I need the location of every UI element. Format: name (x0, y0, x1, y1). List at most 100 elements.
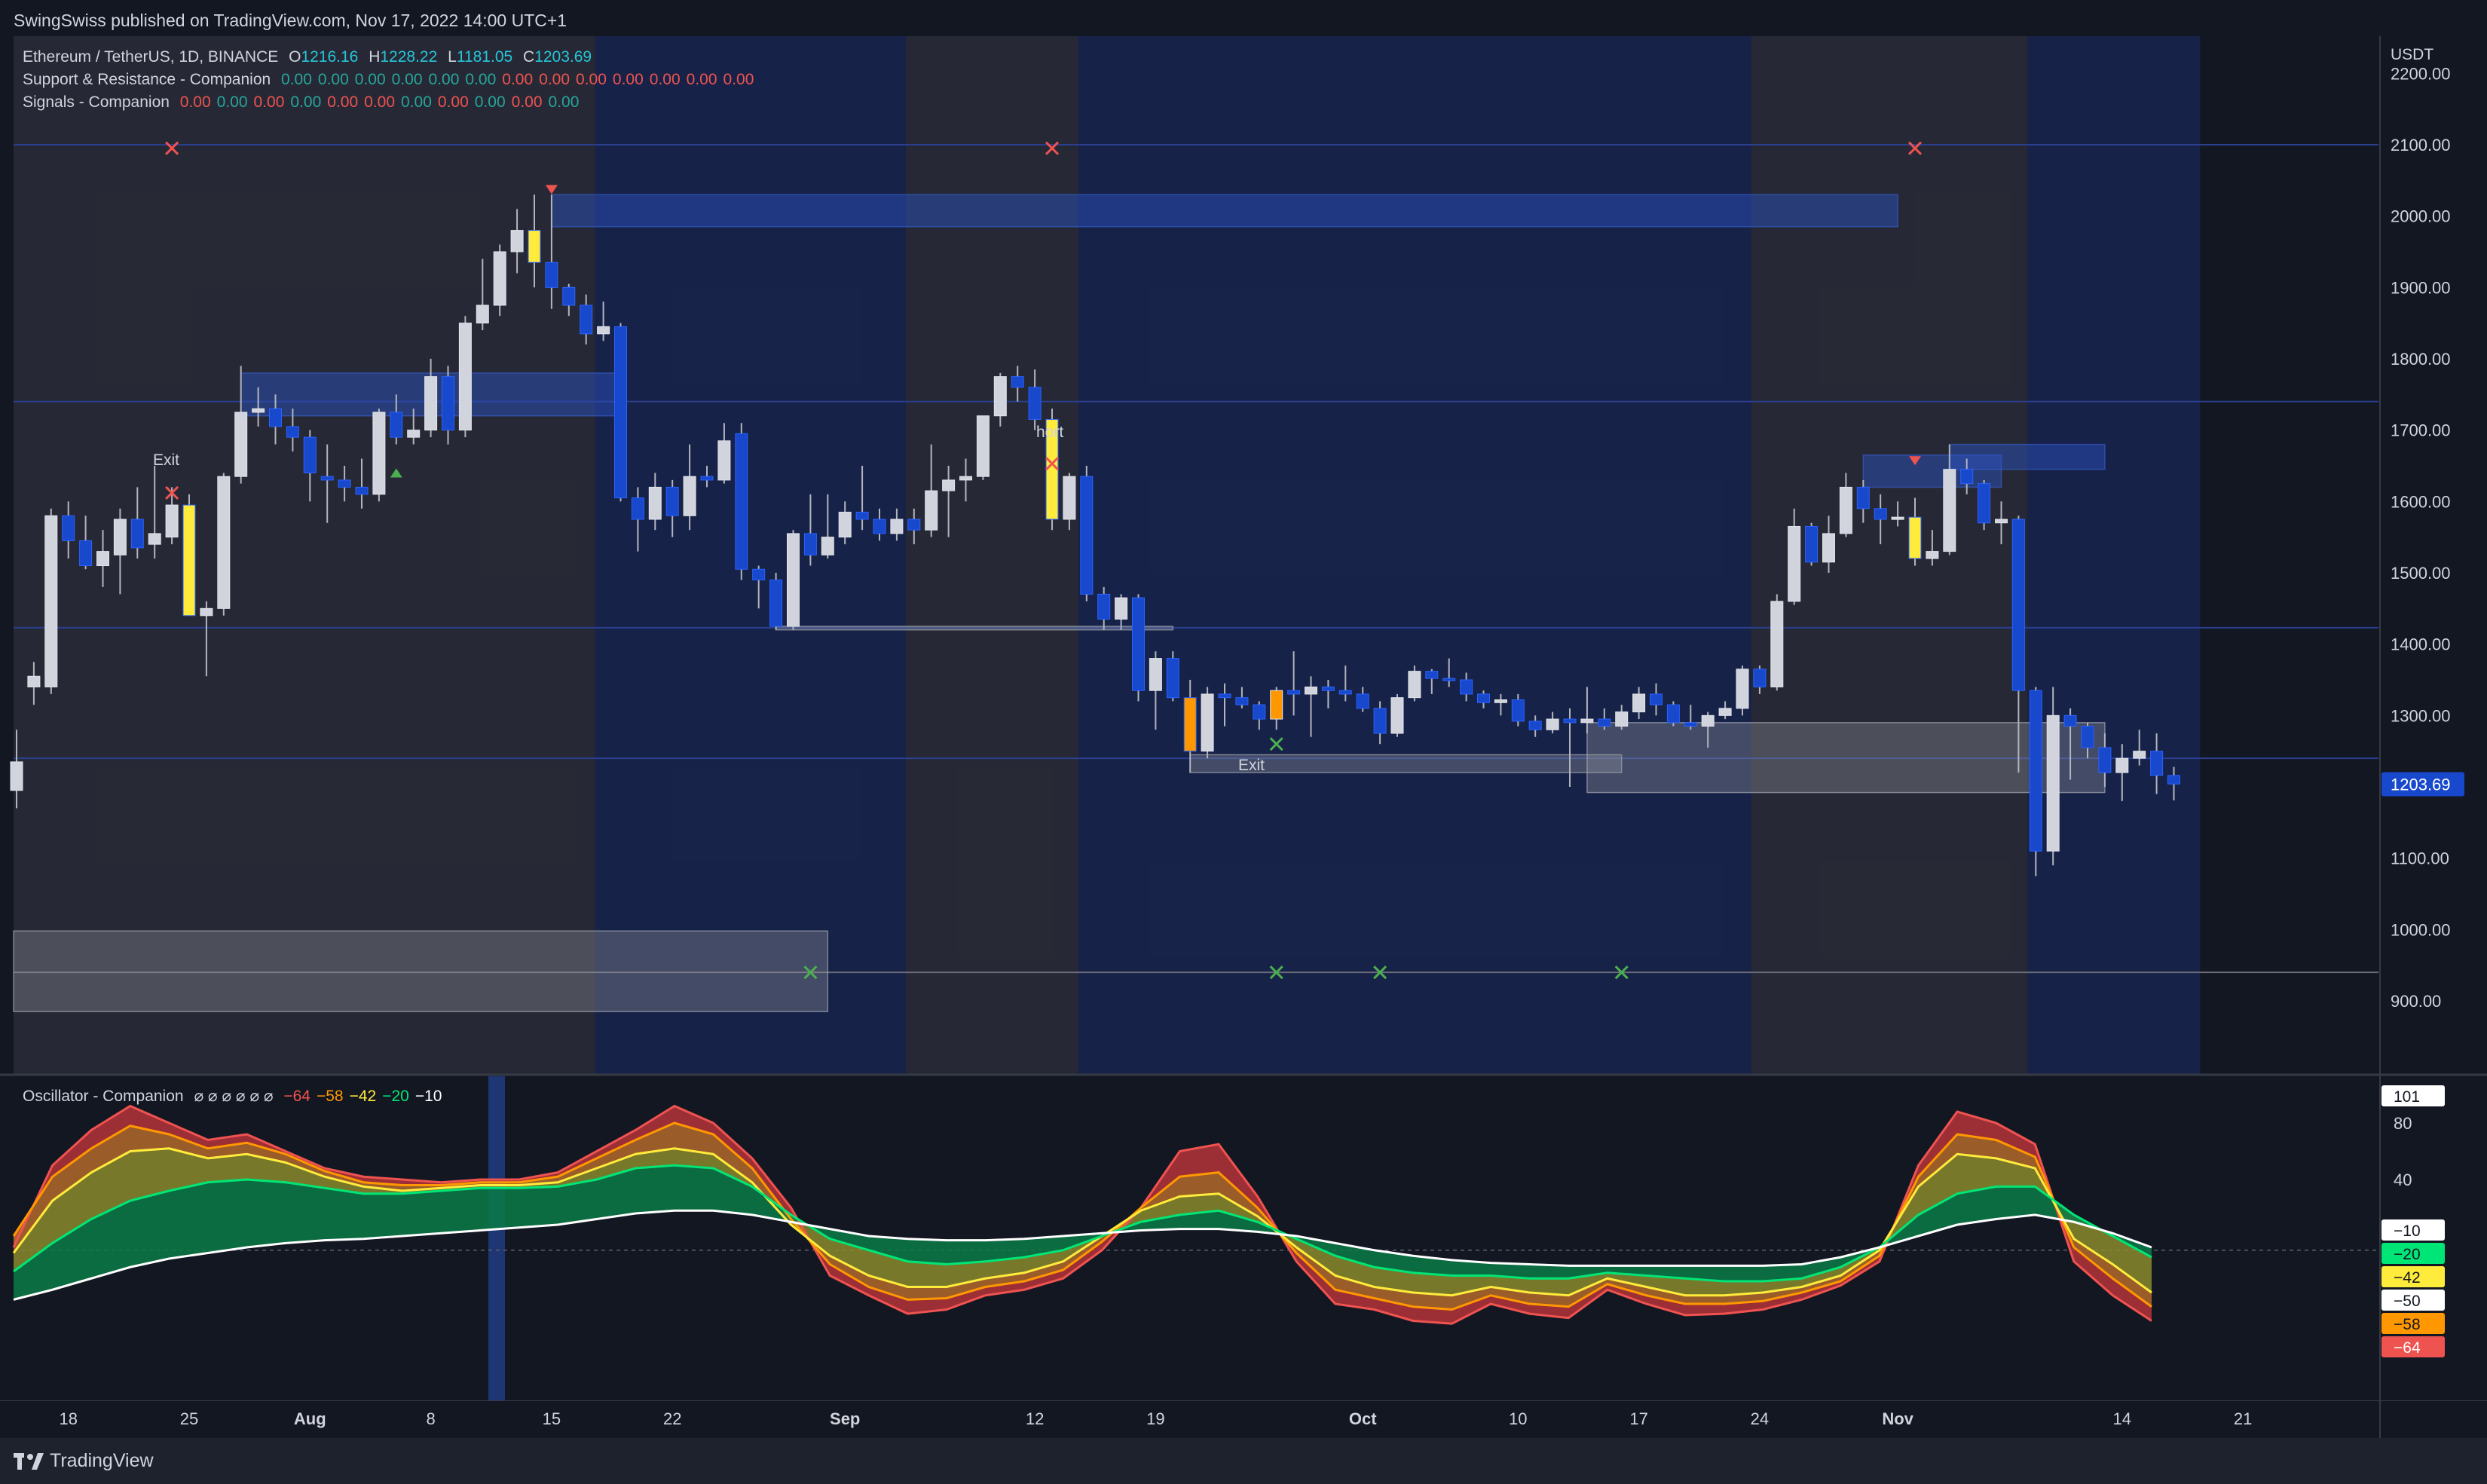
buy-triangle (390, 468, 402, 478)
candle-body (1494, 699, 1507, 703)
candle-body (1822, 533, 1835, 563)
candle-body (1149, 658, 1162, 691)
sell-signal-x (165, 141, 179, 155)
time-tick-label: 25 (180, 1409, 198, 1428)
candle-body (1270, 690, 1283, 720)
candle-body (1856, 486, 1870, 509)
legend-value: 0.00 (502, 71, 534, 88)
candle-body (1460, 679, 1473, 695)
candle (873, 508, 886, 541)
candle (79, 516, 93, 570)
price-axis-currency: USDT (2391, 46, 2433, 63)
candle (286, 408, 299, 452)
candle-body (320, 476, 334, 481)
candle-body (1943, 469, 1956, 552)
oscillator-placeholders: ⌀ ⌀ ⌀ ⌀ ⌀ ⌀ (194, 1088, 274, 1105)
candle (1770, 594, 1784, 691)
time-tick-label: 14 (2113, 1409, 2131, 1428)
candle-body (1338, 690, 1352, 695)
candle (787, 530, 800, 630)
candle-body (1978, 483, 1991, 524)
signals-indicator-title[interactable]: Signals - Companion (23, 93, 170, 111)
oscillator-value-badge-label: −58 (2394, 1316, 2421, 1333)
candle-body (855, 512, 869, 520)
candle (1460, 672, 1473, 702)
candle-body (372, 412, 386, 495)
candle-body (2133, 751, 2146, 759)
candle (2133, 730, 2146, 766)
candle-body (942, 479, 956, 491)
signal-stroke (803, 965, 818, 980)
legend-value: −10 (414, 1088, 442, 1105)
ohlc-low: L1181.05 (448, 48, 513, 66)
time-tick-label: 8 (426, 1409, 435, 1428)
candle-body (407, 430, 421, 438)
tradingview-logo[interactable]: TradingView (14, 1450, 154, 1472)
candle-body (665, 486, 679, 516)
legend-value: 0.00 (290, 93, 322, 111)
signal-stroke (1045, 141, 1060, 155)
candle-body (458, 323, 472, 431)
candle-body (10, 761, 23, 791)
candle (925, 444, 938, 537)
candle (1390, 693, 1404, 737)
legend-value: 0.00 (364, 93, 396, 111)
candle (528, 194, 541, 288)
price-tick-label: 2000.00 (2391, 207, 2451, 226)
symbol-legend[interactable]: Ethereum / TetherUS, 1D, BINANCE O1216.1… (23, 48, 598, 66)
signal-stroke (1614, 965, 1629, 980)
candle (1408, 666, 1421, 702)
candle (1080, 466, 1094, 601)
candle-body (1442, 678, 1456, 681)
candle (597, 301, 610, 341)
candle (2098, 733, 2112, 787)
oscillator-series-line (13, 1164, 2152, 1283)
candle (1943, 444, 1956, 555)
candle-body (1028, 387, 1042, 420)
candle-body (1615, 711, 1629, 727)
oscillator-legend[interactable]: Oscillator - Companion ⌀ ⌀ ⌀ ⌀ ⌀ ⌀ −64 −5… (23, 1087, 454, 1106)
time-tick-label: 12 (1026, 1409, 1044, 1428)
candle-body (1201, 693, 1214, 752)
candle (1666, 701, 1680, 727)
oscillator-pane[interactable]: 101 80 40 −10 −20 −42 −50 −58 −64 (0, 1076, 2487, 1400)
candle-body (1891, 516, 1904, 520)
candle (2046, 687, 2060, 866)
candle-body (44, 515, 58, 687)
candle-body (96, 551, 109, 567)
candle (1528, 715, 1542, 737)
sr-indicator-title[interactable]: Support & Resistance - Companion (23, 71, 271, 88)
signal-stroke (165, 485, 179, 500)
time-axis[interactable]: 18 25 Aug 8 15 22 Sep 12 19 Oct 10 17 24 Nov 14 21 (0, 1400, 2487, 1438)
sell-signal-x (165, 485, 179, 500)
sr-indicator-legend[interactable]: Support & Resistance - Companion 0.00 0.0… (23, 71, 766, 89)
legend-value: 0.00 (216, 93, 248, 111)
candle-body (2063, 714, 2077, 727)
signal-stroke (1269, 737, 1283, 751)
price-tick-label: 1600.00 (2391, 492, 2451, 511)
candle (1926, 530, 1939, 566)
candle-body (1736, 669, 1749, 709)
zone-box (551, 194, 1898, 228)
legend-value: 0.00 (437, 93, 469, 111)
oscillator-series-line (12, 1104, 2152, 1325)
publish-header (0, 0, 2487, 36)
candle-body (2150, 751, 2164, 776)
candle (1960, 458, 1974, 494)
legend-value: 0.00 (686, 71, 717, 88)
candle (165, 487, 179, 545)
candle-body (27, 675, 41, 687)
candle-body (62, 515, 75, 541)
shaded-region (14, 36, 595, 1075)
signals-indicator-legend[interactable]: Signals - Companion 0.00 0.00 0.00 0.00 0.00… (23, 93, 591, 112)
oscillator-value-badge-label: −42 (2394, 1269, 2421, 1287)
candle-body (130, 519, 144, 549)
ohlc-open: O1216.16 (289, 48, 359, 66)
candle-body (631, 497, 644, 520)
time-tick-label: 18 (59, 1409, 77, 1428)
oscillator-title[interactable]: Oscillator - Companion (23, 1088, 184, 1105)
symbol-name[interactable]: Ethereum / TetherUS, 1D, BINANCE (23, 48, 279, 66)
candle-body (442, 376, 454, 431)
buy-signal-x (1269, 965, 1283, 980)
